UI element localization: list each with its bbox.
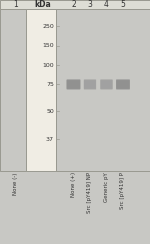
- FancyBboxPatch shape: [100, 80, 112, 89]
- Text: 100: 100: [42, 62, 54, 68]
- Text: 3: 3: [88, 0, 92, 9]
- Text: kDa: kDa: [34, 0, 51, 9]
- FancyBboxPatch shape: [84, 80, 96, 89]
- Text: 75: 75: [46, 82, 54, 87]
- FancyBboxPatch shape: [67, 80, 80, 89]
- FancyBboxPatch shape: [100, 79, 113, 90]
- Bar: [56, 9, 150, 171]
- Text: 37: 37: [46, 137, 54, 142]
- FancyBboxPatch shape: [84, 80, 96, 89]
- FancyBboxPatch shape: [116, 80, 130, 89]
- FancyBboxPatch shape: [100, 80, 112, 89]
- FancyBboxPatch shape: [100, 80, 112, 89]
- FancyBboxPatch shape: [84, 79, 96, 90]
- FancyBboxPatch shape: [67, 80, 80, 89]
- FancyBboxPatch shape: [67, 80, 80, 89]
- FancyBboxPatch shape: [116, 80, 130, 89]
- Text: 4: 4: [104, 0, 109, 9]
- Text: 50: 50: [46, 109, 54, 113]
- FancyBboxPatch shape: [116, 80, 130, 89]
- Text: 2: 2: [71, 0, 76, 9]
- Text: Src [pY419] NP: Src [pY419] NP: [87, 172, 93, 214]
- Text: None (-): None (-): [13, 172, 18, 195]
- FancyBboxPatch shape: [84, 80, 96, 89]
- FancyBboxPatch shape: [116, 80, 130, 89]
- FancyBboxPatch shape: [116, 80, 130, 89]
- Text: 1: 1: [13, 0, 18, 9]
- FancyBboxPatch shape: [67, 80, 80, 89]
- FancyBboxPatch shape: [84, 80, 96, 89]
- Text: 250: 250: [42, 24, 54, 29]
- FancyBboxPatch shape: [100, 80, 112, 89]
- FancyBboxPatch shape: [116, 80, 130, 89]
- FancyBboxPatch shape: [116, 80, 130, 89]
- FancyBboxPatch shape: [67, 80, 80, 89]
- FancyBboxPatch shape: [67, 80, 80, 89]
- FancyBboxPatch shape: [100, 80, 112, 89]
- FancyBboxPatch shape: [116, 80, 130, 89]
- FancyBboxPatch shape: [84, 80, 96, 89]
- Text: Generic pY: Generic pY: [104, 172, 109, 202]
- FancyBboxPatch shape: [84, 80, 96, 89]
- Bar: [26, 9, 56, 171]
- FancyBboxPatch shape: [116, 79, 130, 90]
- FancyBboxPatch shape: [67, 80, 80, 89]
- Bar: [0, 9, 26, 171]
- FancyBboxPatch shape: [67, 80, 80, 89]
- Text: Src [pY419] P: Src [pY419] P: [120, 172, 126, 209]
- FancyBboxPatch shape: [67, 79, 80, 90]
- Text: None (+): None (+): [71, 172, 76, 197]
- Bar: [0, 0, 150, 9]
- Text: 150: 150: [42, 43, 54, 48]
- FancyBboxPatch shape: [100, 80, 112, 89]
- Text: 5: 5: [121, 0, 125, 9]
